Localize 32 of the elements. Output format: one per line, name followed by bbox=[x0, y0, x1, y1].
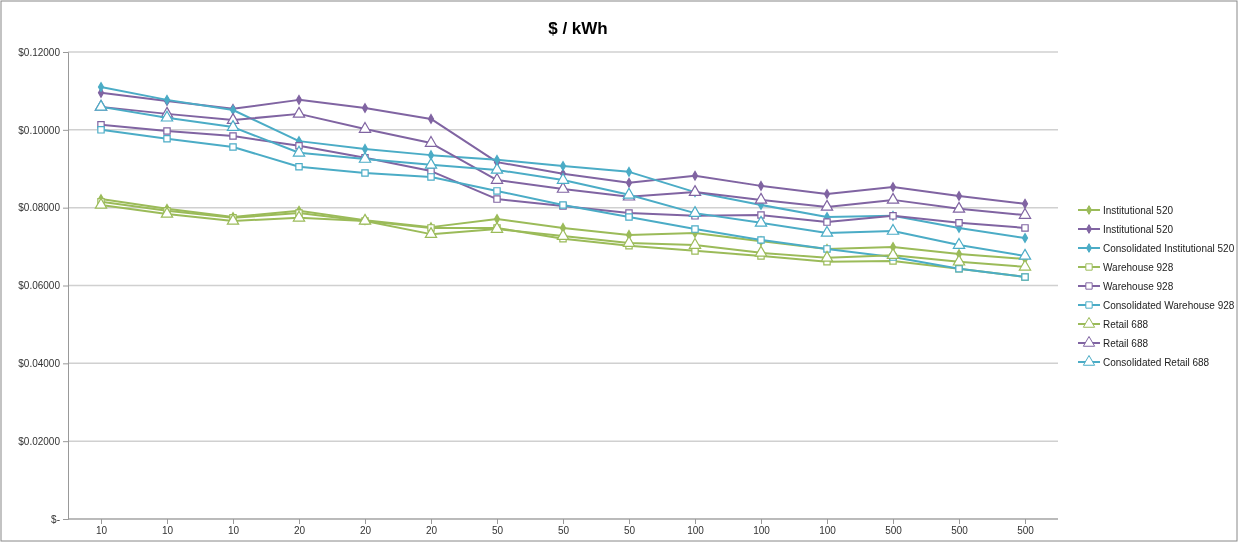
legend-label: Consolidated Retail 688 bbox=[1103, 357, 1210, 368]
x-tick-label: 20 bbox=[293, 525, 306, 537]
x-tick-label: 20 bbox=[359, 525, 372, 537]
legend-label: Warehouse 928 bbox=[1103, 262, 1174, 273]
y-tick-label: $0.02000 bbox=[18, 435, 61, 447]
y-tick-label: $0.06000 bbox=[18, 280, 61, 292]
x-tick-label: 10 bbox=[95, 525, 108, 537]
legend-label: Warehouse 928 bbox=[1103, 281, 1174, 292]
legend-label: Retail 688 bbox=[1103, 319, 1149, 330]
legend-label: Institutional 520 bbox=[1103, 205, 1174, 216]
x-tick-label: 50 bbox=[623, 525, 636, 537]
x-tick-label: 100 bbox=[687, 525, 705, 537]
legend-label: Institutional 520 bbox=[1103, 224, 1174, 235]
x-tick-label: 100 bbox=[753, 525, 771, 537]
y-tick-label: $- bbox=[51, 513, 60, 525]
y-tick-label: $0.08000 bbox=[18, 202, 61, 214]
legend-label: Consolidated Institutional 520 bbox=[1103, 243, 1235, 254]
chart-title: $ / kWh bbox=[548, 19, 608, 38]
x-tick-label: 50 bbox=[557, 525, 570, 537]
x-tick-label: 500 bbox=[951, 525, 969, 537]
x-tick-label: 10 bbox=[161, 525, 174, 537]
y-tick-label: $0.04000 bbox=[18, 358, 61, 370]
x-tick-label: 50 bbox=[491, 525, 504, 537]
x-tick-label: 500 bbox=[885, 525, 903, 537]
x-tick-label: 10 bbox=[227, 525, 240, 537]
legend-label: Consolidated Warehouse 928 bbox=[1103, 300, 1235, 311]
x-tick-label: 500 bbox=[1017, 525, 1035, 537]
y-tick-label: $0.10000 bbox=[18, 124, 61, 136]
y-tick-label: $0.12000 bbox=[18, 46, 61, 58]
x-tick-label: 100 bbox=[819, 525, 837, 537]
x-tick-label: 20 bbox=[425, 525, 438, 537]
legend-label: Retail 688 bbox=[1103, 338, 1149, 349]
